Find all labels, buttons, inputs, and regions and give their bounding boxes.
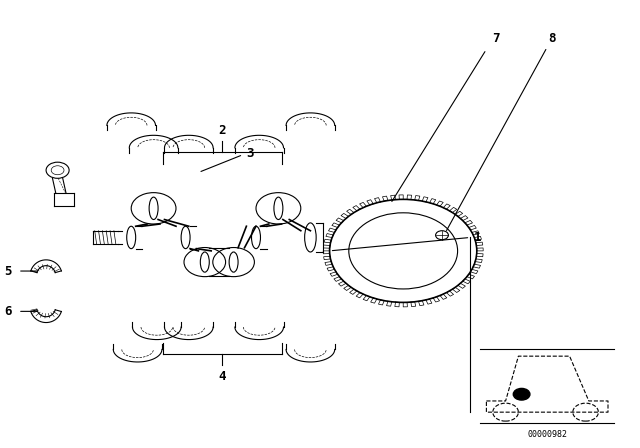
Text: 8: 8 — [548, 32, 556, 45]
Text: 6: 6 — [4, 305, 12, 318]
Text: 7: 7 — [492, 32, 500, 45]
Text: 2: 2 — [218, 124, 226, 137]
Text: 3: 3 — [246, 146, 254, 160]
Text: 1: 1 — [474, 231, 481, 244]
Text: 4: 4 — [218, 370, 226, 383]
Text: 00000982: 00000982 — [527, 430, 567, 439]
Text: 5: 5 — [4, 264, 12, 278]
Circle shape — [513, 388, 530, 400]
